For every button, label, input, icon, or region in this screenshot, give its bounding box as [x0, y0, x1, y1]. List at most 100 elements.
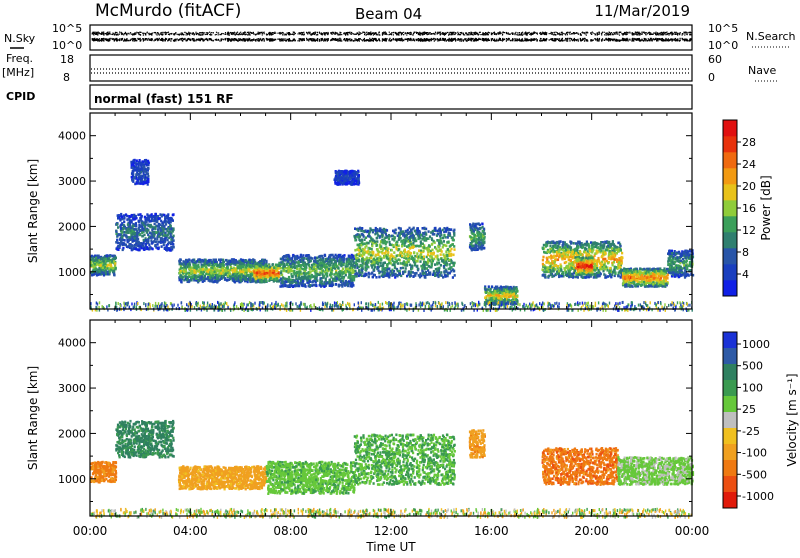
- noise-sky-point: [617, 33, 618, 34]
- noise-sky-point: [228, 32, 229, 33]
- echo-cell: [165, 223, 167, 226]
- noise-sky-point: [383, 32, 384, 33]
- noise-search-point: [221, 40, 222, 42]
- noise-search-point: [573, 39, 574, 41]
- noise-sky-point: [195, 32, 196, 33]
- echo-cell: [238, 260, 240, 263]
- noise-sky-point: [341, 34, 342, 35]
- noise-search-point: [248, 40, 249, 42]
- echo-cell: [135, 244, 137, 247]
- noise-sky-point: [306, 33, 307, 34]
- noise-sky-point: [302, 33, 303, 34]
- noise-search-point: [298, 40, 299, 42]
- noise-search-point: [350, 40, 351, 42]
- noise-sky-point: [409, 33, 410, 34]
- noise-search-point: [216, 39, 217, 41]
- noise-search-point: [428, 39, 429, 41]
- echo-cell: [198, 261, 200, 264]
- echo-cell: [207, 276, 209, 279]
- noise-search-point: [411, 39, 412, 41]
- noise-sky-point: [599, 32, 600, 33]
- noise-search-point: [416, 39, 417, 41]
- echo-cell: [225, 274, 227, 277]
- echo-cell: [154, 213, 156, 216]
- echo-cell: [216, 270, 218, 273]
- noise-sky-point: [103, 34, 104, 35]
- noise-sky-point: [315, 32, 316, 33]
- noise-search-point: [166, 38, 167, 40]
- noise-search-point: [228, 40, 229, 42]
- noise-search-point: [452, 39, 453, 41]
- noise-search-point: [510, 40, 511, 42]
- echo-cell: [136, 159, 138, 162]
- noise-sky-point: [561, 34, 562, 35]
- noise-sky-point: [514, 34, 515, 35]
- echo-cell: [152, 236, 154, 239]
- noise-search-point: [633, 39, 634, 41]
- echo-cell: [166, 215, 168, 218]
- echo-cell: [151, 213, 153, 216]
- noise-search-point: [333, 39, 334, 41]
- cpid-text: normal (fast) 151 RF: [94, 92, 234, 106]
- noise-sky-point: [484, 33, 485, 34]
- noise-sky-point: [658, 34, 659, 35]
- noise-search-point: [484, 39, 485, 41]
- noise-sky-point: [282, 34, 283, 35]
- noise-search-point: [240, 38, 241, 40]
- noise-sky-point: [611, 32, 612, 33]
- echo-cell: [141, 226, 143, 229]
- noise-sky-point: [401, 33, 402, 34]
- noise-search-point: [501, 40, 502, 42]
- noise-search-point: [632, 39, 633, 41]
- noise-search-point: [236, 39, 237, 41]
- echo-cell: [209, 280, 211, 283]
- noise-search-point: [424, 39, 425, 41]
- noise-search-point: [519, 39, 520, 41]
- echo-cell: [143, 175, 145, 178]
- noise-sky-point: [211, 32, 212, 33]
- noise-search-point: [292, 40, 293, 42]
- noise-sky-point: [459, 34, 460, 35]
- noise-sky-point: [597, 32, 598, 33]
- noise-sky-point: [207, 34, 208, 35]
- noise-sky-point: [142, 33, 143, 34]
- noise-sky-point: [494, 32, 495, 33]
- echo-cell: [113, 270, 115, 273]
- noise-search-point: [469, 38, 470, 40]
- noise-sky-point: [508, 33, 509, 34]
- noise-search-point: [151, 38, 152, 40]
- echo-cell: [131, 176, 133, 179]
- echo-cell: [156, 238, 158, 241]
- noise-sky-point: [690, 32, 691, 33]
- noise-left-label: N.Sky: [4, 32, 36, 45]
- noise-sky-point: [461, 32, 462, 33]
- noise-sky-point: [196, 34, 197, 35]
- echo-cell: [120, 241, 122, 244]
- noise-search-point: [564, 39, 565, 41]
- noise-search-point: [554, 40, 555, 42]
- echo-cell: [212, 274, 214, 277]
- noise-sky-point: [212, 32, 213, 33]
- echo-cell: [179, 272, 181, 275]
- echo-cell: [248, 269, 250, 272]
- noise-sky-point: [314, 34, 315, 35]
- noise-sky-point: [523, 34, 524, 35]
- noise-sky-point: [198, 33, 199, 34]
- noise-search-point: [606, 39, 607, 41]
- noise-search-point: [138, 38, 139, 40]
- noise-sky-point: [175, 32, 176, 33]
- noise-search-point: [231, 38, 232, 40]
- noise-sky-point: [468, 32, 469, 33]
- noise-sky-point: [519, 32, 520, 33]
- noise-sky-point: [116, 34, 117, 35]
- echo-cell: [92, 257, 94, 260]
- noise-search-point: [432, 39, 433, 41]
- noise-sky-point: [187, 34, 188, 35]
- noise-sky-point: [162, 32, 163, 33]
- noise-sky-point: [677, 33, 678, 34]
- noise-search-point: [649, 40, 650, 42]
- echo-cell: [156, 221, 158, 224]
- echo-cell: [247, 264, 249, 267]
- noise-search-point: [243, 38, 244, 40]
- noise-search-point: [494, 39, 495, 41]
